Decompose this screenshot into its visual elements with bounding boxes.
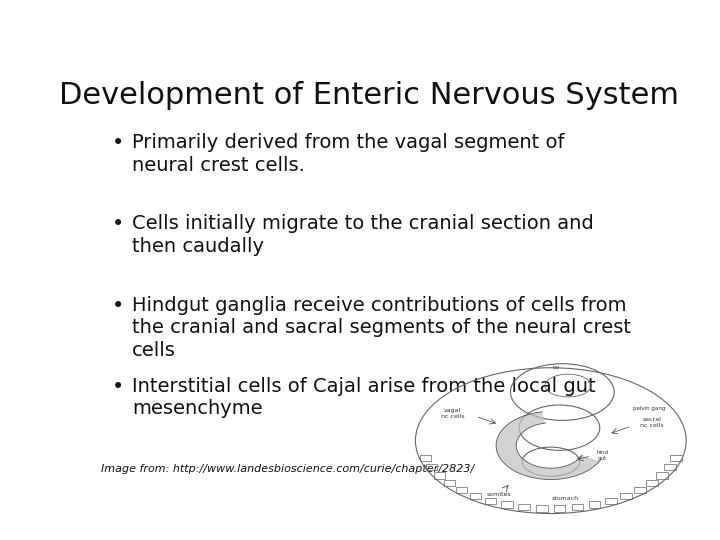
Text: •: • (112, 214, 125, 234)
Text: hind
gut: hind gut (597, 450, 608, 461)
Text: cv: cv (553, 365, 560, 370)
Polygon shape (496, 412, 600, 480)
Bar (647, 480, 658, 487)
Text: Cells initially migrate to the cranial section and
then caudally: Cells initially migrate to the cranial s… (132, 214, 593, 256)
Text: Primarily derived from the vagal segment of
neural crest cells.: Primarily derived from the vagal segment… (132, 133, 564, 175)
Text: •: • (112, 295, 125, 315)
Text: vagal
nc cells: vagal nc cells (441, 408, 464, 418)
Text: Interstitial cells of Cajal arise from the local gut
mesenchyme: Interstitial cells of Cajal arise from t… (132, 377, 595, 418)
Text: Image from: http://www.landesbioscience.com/curie/chapter/2823/: Image from: http://www.landesbioscience.… (101, 464, 474, 474)
Bar (657, 472, 668, 478)
Bar (536, 505, 548, 512)
Text: •: • (112, 133, 125, 153)
Text: somites: somites (487, 491, 511, 497)
Bar (605, 498, 616, 504)
Text: Hindgut ganglia receive contributions of cells from
the cranial and sacral segme: Hindgut ganglia receive contributions of… (132, 295, 631, 360)
Bar (456, 487, 467, 494)
Bar (589, 502, 600, 508)
Bar (554, 505, 565, 512)
Text: sacral
nc cells: sacral nc cells (640, 417, 663, 428)
Bar (634, 487, 646, 494)
Text: stomach: stomach (552, 496, 579, 502)
Bar (501, 502, 513, 508)
Bar (420, 455, 431, 462)
Text: pelvin gang: pelvin gang (633, 406, 665, 411)
Bar (665, 464, 676, 470)
Bar (621, 493, 632, 500)
Bar (469, 493, 481, 500)
Bar (426, 464, 437, 470)
Text: Development of Enteric Nervous System: Development of Enteric Nervous System (59, 82, 679, 111)
Bar (485, 498, 497, 504)
Text: •: • (112, 377, 125, 397)
Bar (572, 504, 583, 510)
Bar (444, 480, 455, 487)
Bar (670, 455, 682, 462)
Bar (433, 472, 445, 478)
Bar (518, 504, 530, 510)
